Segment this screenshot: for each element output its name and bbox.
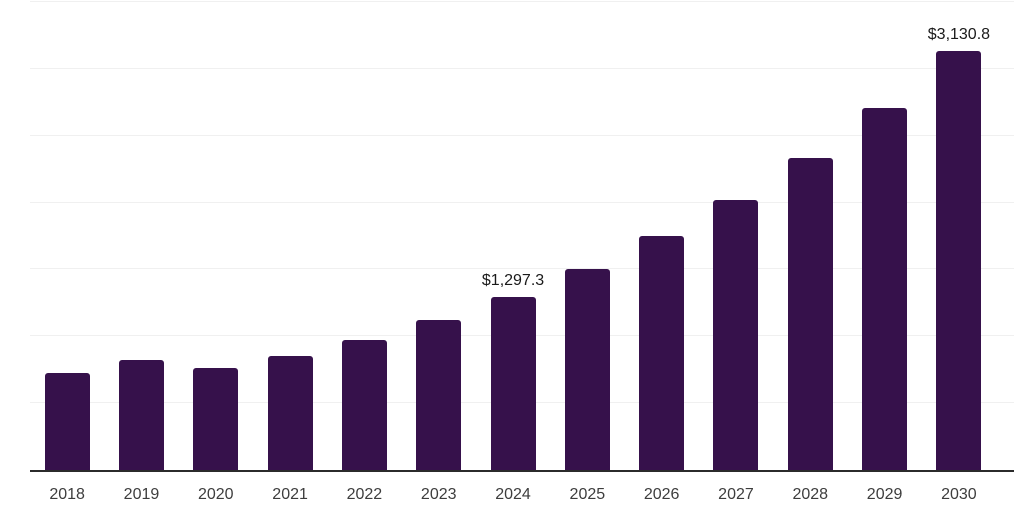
- bar-slot: [253, 2, 327, 470]
- bar-slot: [550, 2, 624, 470]
- plot-area: $1,297.3 $3,130.8: [30, 1, 1014, 472]
- bar: [564, 269, 610, 470]
- bar: [44, 373, 90, 470]
- bar: [193, 367, 239, 470]
- bar-slot: [30, 2, 104, 470]
- gridline: [30, 67, 1014, 69]
- bar-slot: [402, 2, 476, 470]
- bar: [490, 296, 536, 470]
- x-tick-label: 2023: [420, 486, 457, 503]
- bar: [936, 51, 982, 470]
- bar: [713, 199, 759, 470]
- gridline: [30, 1, 1014, 2]
- bar-slot: [847, 2, 921, 470]
- bar-value-label: $1,297.3: [481, 271, 545, 289]
- bar-slot: [625, 2, 699, 470]
- gridline: [30, 134, 1014, 136]
- bar-slot: [699, 2, 773, 470]
- x-tick-label: 2028: [792, 486, 829, 503]
- bars-row: $1,297.3 $3,130.8: [30, 2, 996, 470]
- bar-slot: $1,297.3: [476, 2, 550, 470]
- bar-slot: [327, 2, 401, 470]
- bar-slot: [104, 2, 178, 470]
- x-tick-label: 2020: [197, 486, 234, 503]
- bar-slot: [179, 2, 253, 470]
- bar: [118, 359, 164, 470]
- x-tick-label: 2024: [495, 486, 531, 503]
- x-tick-label: 2026: [643, 486, 680, 503]
- x-tick-label: 2019: [123, 486, 160, 503]
- bar-slot: [773, 2, 847, 470]
- bar: [862, 108, 908, 470]
- bar: [341, 339, 387, 470]
- bar: [639, 235, 685, 470]
- x-tick-label: 2025: [569, 486, 606, 503]
- x-tick-label: 2030: [941, 486, 977, 503]
- x-tick-label: 2022: [346, 486, 383, 503]
- bar: [787, 158, 833, 470]
- x-tick-label: 2029: [866, 486, 903, 503]
- gridline: [30, 268, 1014, 270]
- x-tick-label: 2021: [272, 486, 308, 503]
- x-axis-labels: 2018 2019 2020 2021 2022 2023 2024 2025 2026 2027…: [30, 472, 996, 504]
- bar: [416, 319, 462, 470]
- x-tick-label: 2018: [49, 486, 85, 503]
- gridline: [30, 201, 1014, 203]
- bar-value-label: $3,130.8: [927, 26, 991, 44]
- bar-slot: $3,130.8: [922, 2, 996, 470]
- bar: [267, 355, 313, 470]
- x-tick-label: 2027: [718, 486, 754, 503]
